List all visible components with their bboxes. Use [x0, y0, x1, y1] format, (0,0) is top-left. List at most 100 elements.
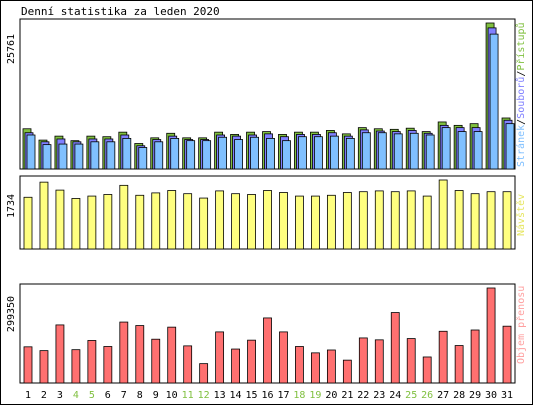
x-tick-label: 25 [405, 390, 417, 401]
legend-entry: Souborů [515, 77, 527, 119]
bar-pages [170, 137, 180, 170]
bar-pages [314, 136, 323, 170]
bar-kbytes [279, 331, 288, 384]
bar-visits [215, 190, 225, 250]
bar-visits [295, 195, 304, 250]
bar-pages [58, 143, 68, 170]
bar-visits [454, 190, 464, 250]
x-tick-label: 3 [57, 390, 63, 401]
x-tick-label: 24 [389, 390, 401, 401]
bar-kbytes [71, 349, 81, 384]
bar-visits [374, 190, 384, 250]
bar-visits [247, 194, 256, 250]
legend-entry: / [516, 119, 527, 125]
bar-kbytes [454, 345, 464, 384]
x-tick-label: 2 [41, 390, 47, 401]
x-tick-label: 22 [357, 390, 369, 401]
bar-visits [55, 189, 65, 250]
bar-visits [422, 195, 432, 250]
bar-visits [231, 193, 240, 250]
bar-kbytes [39, 350, 49, 384]
bar-visits [326, 194, 336, 250]
bar-pages [90, 141, 100, 170]
bar-pages [393, 133, 403, 170]
bar-pages [202, 140, 212, 170]
x-tick-label: 18 [293, 390, 305, 401]
bar-pages [26, 134, 36, 170]
x-tick-label: 15 [246, 390, 258, 401]
x-tick-label: 31 [501, 390, 513, 401]
x-tick-label: 10 [166, 390, 178, 401]
bar-kbytes [231, 348, 240, 384]
bar-visits [119, 184, 129, 250]
bar-pages [329, 135, 339, 170]
legend-top: Stránek/Souborů/Přístupů [515, 22, 527, 167]
bar-pages [409, 132, 419, 170]
bar-kbytes [55, 324, 65, 384]
bar-kbytes [342, 359, 352, 384]
bar-pages [298, 136, 307, 170]
bar-visits [311, 195, 320, 250]
bar-visits [167, 190, 177, 250]
x-tick-label: 12 [198, 390, 210, 401]
x-tick-label: 28 [453, 390, 465, 401]
legend-kbytes: Objem přenosu [515, 286, 527, 364]
bar-kbytes [183, 345, 193, 384]
bar-visits [199, 197, 209, 250]
bar-pages [489, 33, 499, 170]
bar-pages [154, 141, 164, 170]
x-tick-label: 7 [121, 390, 127, 401]
legend-entry: Přístupů [515, 22, 527, 70]
x-tick-label: 21 [341, 390, 353, 401]
x-tick-label: 5 [89, 390, 95, 401]
legend-entry: Stránek [515, 125, 527, 167]
bar-pages [138, 147, 148, 170]
bar-pages [218, 136, 228, 170]
bar-kbytes [470, 329, 480, 384]
bar-kbytes [135, 325, 145, 384]
bar-visits [87, 195, 97, 250]
x-tick-label: 9 [153, 390, 159, 401]
bar-pages [234, 139, 243, 170]
x-tick-label: 4 [73, 390, 79, 401]
bar-visits [71, 198, 81, 250]
bar-visits [183, 193, 193, 250]
x-tick-label: 8 [137, 390, 143, 401]
legend-entry: / [516, 71, 527, 77]
bar-kbytes [103, 346, 113, 384]
bar-pages [186, 140, 196, 170]
bar-visits [406, 190, 416, 250]
bar-visits [279, 192, 288, 250]
x-axis-day-labels: 1 2 3 4 5 6 7 8 9 10 11 12 13 14 15 16 17 18 19 20 21 22 23 24 2… [25, 390, 513, 401]
bar-pages [250, 136, 259, 170]
bar-kbytes [247, 339, 256, 384]
bar-kbytes [199, 363, 209, 384]
x-tick-label: 29 [469, 390, 481, 401]
bar-kbytes [486, 287, 496, 384]
bar-kbytes [502, 325, 512, 384]
bar-pages [441, 127, 451, 170]
bar-pages [473, 131, 483, 170]
bar-kbytes [438, 330, 448, 384]
chart-title: Denní statistika za leden 2020 [21, 5, 220, 18]
bar-visits [342, 192, 352, 250]
x-tick-label: 16 [261, 390, 273, 401]
x-tick-label: 27 [437, 390, 449, 401]
bar-pages [457, 131, 467, 170]
x-tick-label: 14 [230, 390, 242, 401]
bar-visits [151, 192, 161, 250]
x-tick-label: 19 [309, 390, 321, 401]
bar-visits [135, 194, 145, 250]
bar-kbytes [119, 321, 129, 384]
bar-visits [390, 191, 400, 250]
x-tick-label: 1 [25, 390, 31, 401]
bar-visits [470, 193, 480, 250]
bar-kbytes [406, 338, 416, 384]
x-tick-label: 17 [277, 390, 289, 401]
max-value-label: 299350 [6, 296, 17, 332]
bar-kbytes [326, 349, 336, 384]
bar-pages [505, 123, 515, 170]
bar-pages [74, 143, 84, 170]
